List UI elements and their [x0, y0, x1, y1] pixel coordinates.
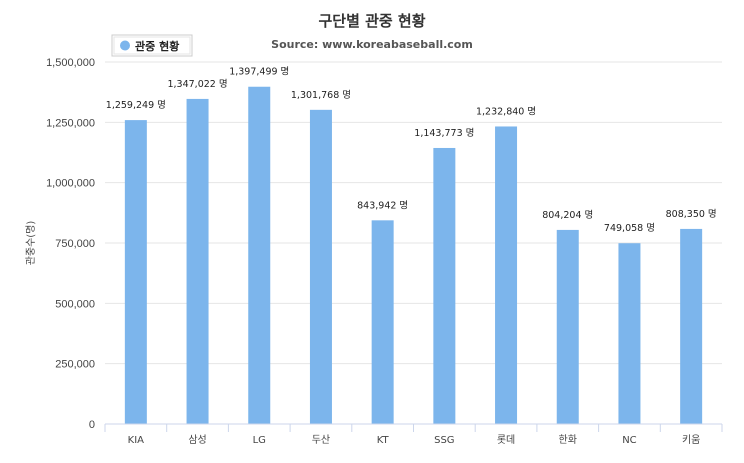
bar[interactable]	[556, 229, 579, 424]
data-label: 1,397,499 명	[229, 67, 289, 78]
data-label: 749,058 명	[604, 223, 655, 234]
bar[interactable]	[186, 98, 209, 424]
bar[interactable]	[309, 109, 332, 424]
data-label: 1,232,840 명	[476, 106, 536, 117]
chart-subtitle: Source: www.koreabaseball.com	[271, 38, 473, 51]
data-label: 1,301,768 명	[291, 90, 351, 101]
bar[interactable]	[248, 86, 271, 424]
y-tick-label: 0	[89, 419, 95, 431]
y-axis-ticks: 0 250,000 500,000 750,000 1,000,000 1,250,000…	[46, 57, 95, 431]
x-tick-label: 두산	[312, 434, 330, 446]
bar[interactable]	[433, 147, 456, 424]
bar[interactable]	[618, 243, 641, 424]
data-label: 1,259,249 명	[106, 100, 166, 111]
x-tick-label: 삼성	[188, 434, 206, 446]
legend-box	[111, 34, 193, 57]
x-tick-label: NC	[622, 435, 636, 446]
x-tick-label: KT	[377, 435, 390, 446]
x-tick-label: 키움	[682, 434, 700, 446]
data-label: 843,942 명	[357, 200, 408, 211]
x-tick-label: 한화	[559, 434, 577, 446]
legend-label: 관중 현황	[135, 39, 179, 53]
bar[interactable]	[371, 220, 394, 424]
x-tick-label: SSG	[434, 435, 454, 446]
y-tick-label: 500,000	[55, 298, 95, 310]
bar[interactable]	[124, 120, 147, 424]
x-tick-label: 롯데	[497, 434, 515, 446]
bars	[124, 86, 703, 425]
y-tick-label: 750,000	[55, 238, 95, 250]
y-tick-label: 1,250,000	[46, 117, 95, 129]
legend[interactable]: 관중 현황	[111, 34, 193, 57]
x-tick-label: KIA	[128, 435, 145, 446]
y-tick-label: 1,500,000	[46, 57, 95, 69]
y-axis-label: 관중수(명)	[25, 221, 37, 266]
data-label: 1,347,022 명	[167, 79, 227, 90]
bar[interactable]	[680, 228, 703, 424]
data-label: 1,143,773 명	[414, 128, 474, 139]
x-tick-label: LG	[253, 435, 266, 446]
legend-marker	[120, 40, 130, 51]
data-label: 804,204 명	[542, 210, 593, 221]
y-tick-label: 1,000,000	[46, 178, 95, 190]
chart-title: 구단별 관중 현황	[318, 12, 425, 30]
x-axis-ticks: KIA 삼성 LG 두산 KT SSG 롯데 한화 NC 키움	[104, 424, 723, 446]
data-label: 808,350 명	[666, 209, 717, 220]
data-labels: 1,259,249 명1,347,022 명1,397,499 명 1,301,7…	[106, 67, 717, 234]
legend-inner-border	[113, 36, 191, 55]
y-tick-label: 250,000	[55, 359, 95, 371]
bar[interactable]	[495, 126, 518, 425]
